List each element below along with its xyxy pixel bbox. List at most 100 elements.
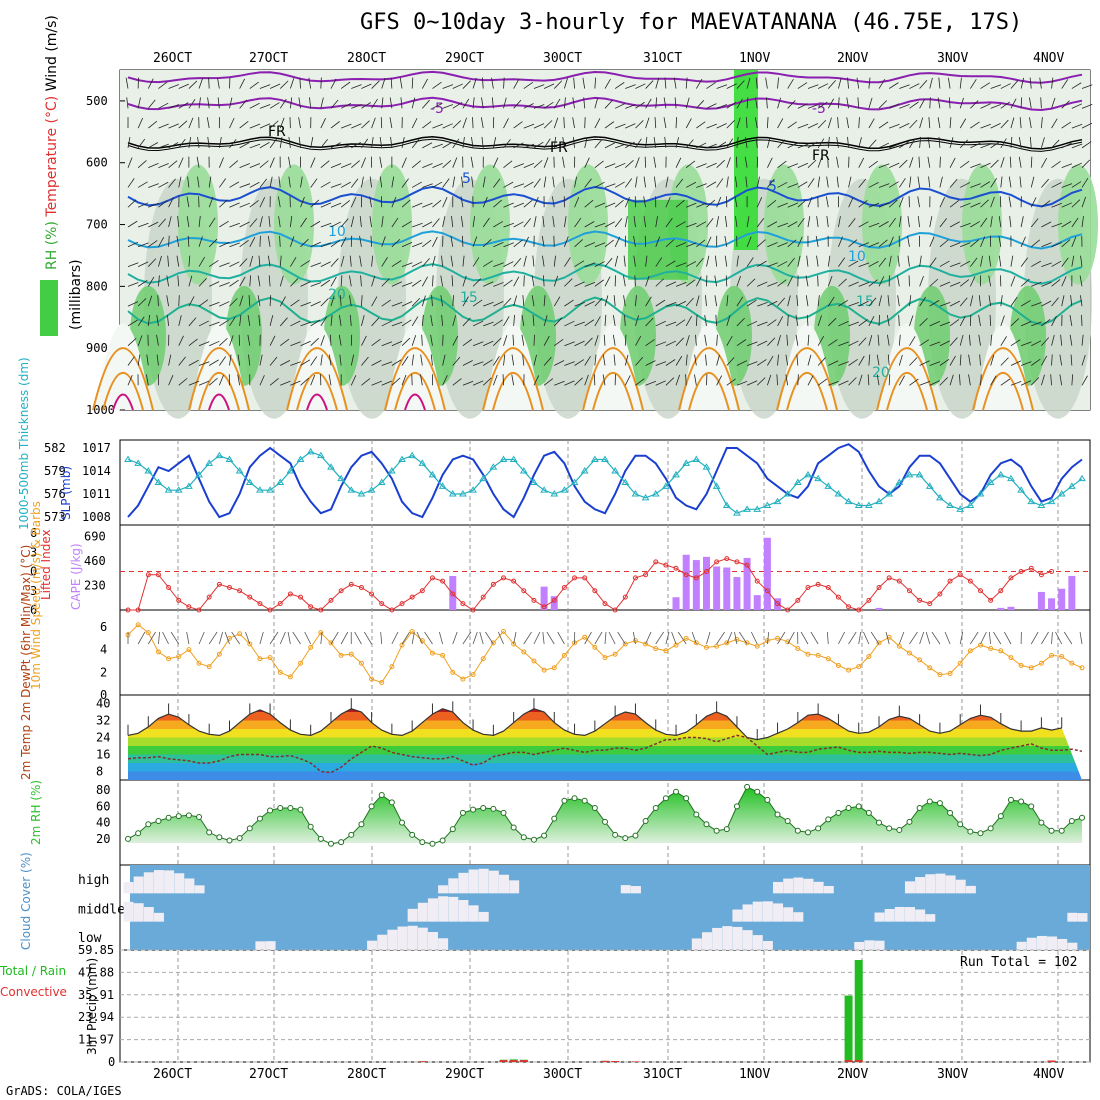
wind-barb [137,335,143,346]
wind10-barb [826,631,829,645]
wind-barb [168,123,179,129]
wind-barb [817,119,827,129]
wind-barb [482,196,488,208]
wind-barb [886,315,890,326]
wind10-marker [754,643,760,649]
wind-barb [817,101,828,109]
wind-barb [695,295,700,307]
wind-barb [553,136,557,148]
wind-barb [208,260,219,267]
thickness-marker [580,467,589,474]
wind-barb [523,199,533,208]
wind-barb [158,218,166,228]
wind-barb [857,97,860,109]
wind-barb [249,181,260,188]
wind-barb [664,136,667,148]
wind-barb [206,117,210,129]
thickness-ylabel: 1000-500mb Thickness (dm) [17,357,31,530]
rh2m-marker [733,803,740,810]
wind-barb [909,119,918,129]
wind-barb [919,98,926,109]
wind-barb [675,221,686,228]
wind-barb [207,97,210,109]
wind-barb [441,255,444,267]
li-marker [846,604,852,610]
wind-barb [675,117,678,129]
wind-barb [259,123,271,129]
li-marker [1008,575,1014,581]
thickness-marker [540,486,548,493]
thickness-marker [641,493,650,501]
wind10-marker [470,672,476,678]
wind-barb [320,242,332,248]
contour-label: FR [268,124,286,140]
wind-barb [695,334,697,346]
thickness-marker [489,463,498,470]
wind-barb [483,281,494,287]
wind-barb [1031,301,1042,307]
wind-barb [635,157,640,168]
rh-legend-swatch [40,280,58,336]
cloud-fill [133,876,144,894]
wind-barb [959,354,962,366]
wind-barb [939,239,949,248]
cloud-fill [123,882,134,894]
li-marker [602,601,608,607]
wind-barb [369,196,372,208]
wind-barb [746,341,758,347]
wind-barb [127,178,135,188]
wind-barb [198,216,201,228]
wind-barb [209,321,220,327]
wind10-barb [523,631,532,645]
rh-shade-blob [1058,164,1098,285]
wind-barb [757,359,767,366]
wind-barb [411,118,418,129]
wind10-barb [269,631,279,645]
wind-barb [1051,97,1056,109]
wind-barb [665,217,673,228]
wind-barb [959,279,970,287]
temp-band [128,729,1082,738]
wind-barb [888,181,899,188]
thickness-marker [915,470,924,478]
wind-barb [939,377,948,386]
wind-barb [645,317,654,327]
wind-barb [643,176,646,188]
cloud-fill [803,878,814,894]
cloud-fill [1057,938,1068,950]
wind-barb [765,77,768,89]
wind-barb [513,183,525,188]
wind-barb [452,378,462,386]
wind-barb [897,295,900,307]
precip-conv-bar [519,1060,528,1062]
contour-label: 5 [768,179,777,195]
wind10-barb [472,631,478,645]
wind-barb [229,222,240,228]
upper-ylabel-part: Temperature (°C) [44,91,60,217]
wind10-barb [438,631,444,645]
wind-barb [269,315,274,327]
pressure-tick-label: 900 [86,341,108,355]
wind-barb [503,279,513,287]
wind-barb [1020,341,1032,347]
wind-barb [817,157,823,168]
wind-barb [815,235,819,247]
wind10-barb [1063,631,1073,645]
wind-barb [807,84,819,89]
wind-barb [744,156,748,168]
wind-barb [249,255,254,267]
wind-barb [959,315,966,327]
pressure-tick-label: 800 [86,279,108,293]
wind-barb [432,143,443,149]
thickness-marker [357,490,366,497]
slp-tick-label: 1014 [82,464,111,478]
wind-barb [584,221,595,228]
wind-barb [278,216,281,228]
wind-barb [554,380,565,386]
wind-barb [369,176,372,188]
wind-barb [369,216,372,228]
wind-barb [604,99,613,109]
wind-barb [320,279,331,287]
wind-barb [338,334,342,346]
wind-barb [777,97,782,109]
